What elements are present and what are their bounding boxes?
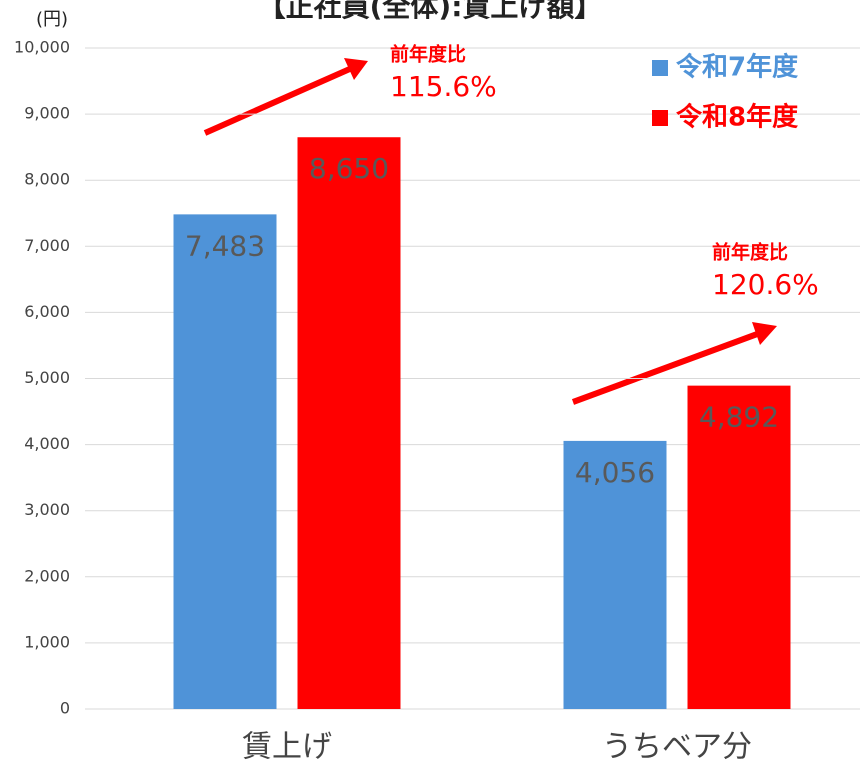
arrow-head bbox=[752, 322, 777, 345]
x-tick-label: 賃上げ bbox=[242, 730, 332, 765]
legend-swatch bbox=[652, 60, 668, 76]
y-tick-label: 4,000 bbox=[24, 434, 70, 453]
y-tick-label: 2,000 bbox=[24, 566, 70, 585]
arrow-head bbox=[344, 58, 368, 80]
annotation-ratio: 115.6% bbox=[390, 70, 497, 103]
annotation-label: 前年度比 bbox=[712, 241, 788, 264]
y-tick-label: 1,000 bbox=[24, 632, 70, 651]
y-tick-label: 8,000 bbox=[24, 170, 70, 189]
y-tick-label: 3,000 bbox=[24, 500, 70, 519]
value-label: 7,483 bbox=[185, 229, 265, 262]
bar bbox=[173, 214, 277, 709]
y-tick-label: 0 bbox=[60, 699, 70, 718]
annotation-ratio: 120.6% bbox=[712, 268, 819, 301]
arrow bbox=[571, 330, 762, 405]
bar bbox=[563, 440, 667, 709]
value-label: 4,056 bbox=[575, 456, 655, 489]
y-tick-label: 6,000 bbox=[24, 302, 70, 321]
value-label: 8,650 bbox=[309, 152, 389, 185]
y-tick-label: 9,000 bbox=[24, 104, 70, 123]
bar bbox=[297, 137, 401, 710]
annotation-label: 前年度比 bbox=[390, 43, 466, 66]
value-label: 4,892 bbox=[699, 401, 779, 434]
y-tick-label: 7,000 bbox=[24, 236, 70, 255]
y-tick-label: 5,000 bbox=[24, 368, 70, 387]
x-tick-label: うちベア分 bbox=[602, 730, 752, 765]
legend-swatch bbox=[652, 110, 668, 126]
y-unit: (円) bbox=[36, 9, 68, 30]
arrow bbox=[203, 65, 354, 136]
y-tick-label: 10,000 bbox=[14, 38, 70, 57]
bar bbox=[687, 385, 791, 709]
legend-label: 令和7年度 bbox=[676, 52, 798, 83]
chart-title: 【正社員(全体):賃上げ額】 bbox=[258, 0, 603, 23]
legend-label: 令和8年度 bbox=[676, 102, 798, 133]
